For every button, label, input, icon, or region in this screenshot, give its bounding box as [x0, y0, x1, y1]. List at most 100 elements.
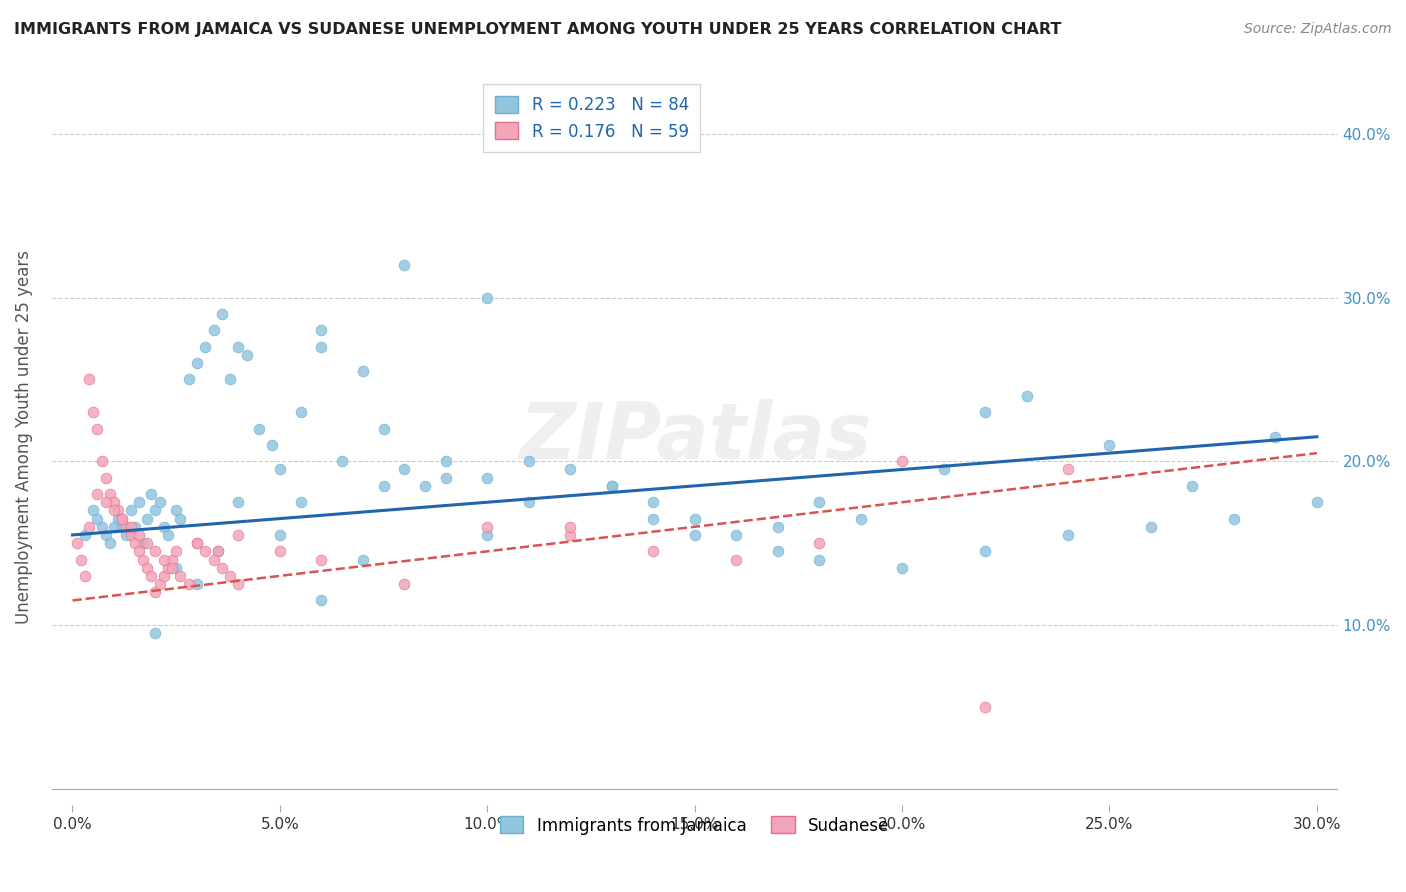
- Point: [107, 511, 129, 525]
- Point: [477, 471, 499, 485]
- Point: [115, 520, 138, 534]
- Point: [477, 528, 499, 542]
- Point: [90, 520, 112, 534]
- Point: [434, 471, 457, 485]
- Point: [186, 356, 208, 370]
- Point: [202, 552, 225, 566]
- Point: [974, 405, 997, 419]
- Point: [149, 577, 172, 591]
- Point: [111, 520, 134, 534]
- Point: [156, 560, 179, 574]
- Point: [517, 495, 540, 509]
- Point: [202, 323, 225, 337]
- Point: [132, 536, 155, 550]
- Point: [73, 569, 96, 583]
- Point: [600, 479, 623, 493]
- Point: [311, 593, 333, 607]
- Point: [128, 495, 150, 509]
- Point: [311, 340, 333, 354]
- Point: [160, 560, 183, 574]
- Point: [94, 471, 117, 485]
- Text: ZIPatlas: ZIPatlas: [519, 399, 870, 475]
- Point: [1264, 430, 1286, 444]
- Point: [141, 487, 163, 501]
- Point: [517, 454, 540, 468]
- Point: [228, 528, 250, 542]
- Point: [311, 552, 333, 566]
- Point: [86, 421, 108, 435]
- Point: [194, 340, 217, 354]
- Point: [269, 544, 291, 558]
- Point: [136, 536, 159, 550]
- Point: [808, 552, 831, 566]
- Text: Source: ZipAtlas.com: Source: ZipAtlas.com: [1244, 22, 1392, 37]
- Point: [156, 528, 179, 542]
- Point: [683, 528, 706, 542]
- Point: [103, 503, 125, 517]
- Point: [124, 536, 146, 550]
- Point: [211, 560, 233, 574]
- Point: [891, 560, 914, 574]
- Point: [373, 479, 395, 493]
- Point: [352, 552, 374, 566]
- Point: [725, 552, 748, 566]
- Point: [165, 503, 187, 517]
- Point: [145, 626, 167, 640]
- Point: [141, 569, 163, 583]
- Point: [211, 307, 233, 321]
- Point: [120, 503, 142, 517]
- Point: [152, 520, 174, 534]
- Point: [932, 462, 955, 476]
- Point: [219, 569, 242, 583]
- Point: [77, 520, 100, 534]
- Point: [82, 503, 104, 517]
- Point: [219, 372, 242, 386]
- Point: [394, 462, 416, 476]
- Point: [477, 520, 499, 534]
- Point: [1306, 495, 1329, 509]
- Point: [434, 454, 457, 468]
- Point: [683, 511, 706, 525]
- Point: [94, 528, 117, 542]
- Point: [136, 511, 159, 525]
- Point: [643, 511, 665, 525]
- Point: [124, 520, 146, 534]
- Point: [808, 495, 831, 509]
- Y-axis label: Unemployment Among Youth under 25 years: Unemployment Among Youth under 25 years: [15, 250, 32, 624]
- Point: [560, 520, 582, 534]
- Point: [86, 511, 108, 525]
- Point: [643, 495, 665, 509]
- Point: [560, 528, 582, 542]
- Point: [290, 405, 312, 419]
- Legend: Immigrants from Jamaica, Sudanese: Immigrants from Jamaica, Sudanese: [489, 806, 900, 845]
- Point: [169, 569, 191, 583]
- Point: [207, 544, 229, 558]
- Point: [974, 544, 997, 558]
- Point: [90, 454, 112, 468]
- Point: [165, 560, 187, 574]
- Point: [128, 528, 150, 542]
- Point: [269, 462, 291, 476]
- Point: [394, 258, 416, 272]
- Point: [120, 520, 142, 534]
- Point: [766, 544, 789, 558]
- Point: [311, 323, 333, 337]
- Point: [107, 503, 129, 517]
- Point: [94, 495, 117, 509]
- Point: [269, 528, 291, 542]
- Point: [330, 454, 353, 468]
- Point: [228, 495, 250, 509]
- Point: [82, 405, 104, 419]
- Point: [766, 520, 789, 534]
- Point: [1223, 511, 1246, 525]
- Point: [145, 544, 167, 558]
- Point: [352, 364, 374, 378]
- Point: [132, 552, 155, 566]
- Point: [103, 520, 125, 534]
- Point: [235, 348, 257, 362]
- Point: [1181, 479, 1204, 493]
- Point: [186, 577, 208, 591]
- Point: [98, 487, 121, 501]
- Point: [98, 536, 121, 550]
- Point: [120, 528, 142, 542]
